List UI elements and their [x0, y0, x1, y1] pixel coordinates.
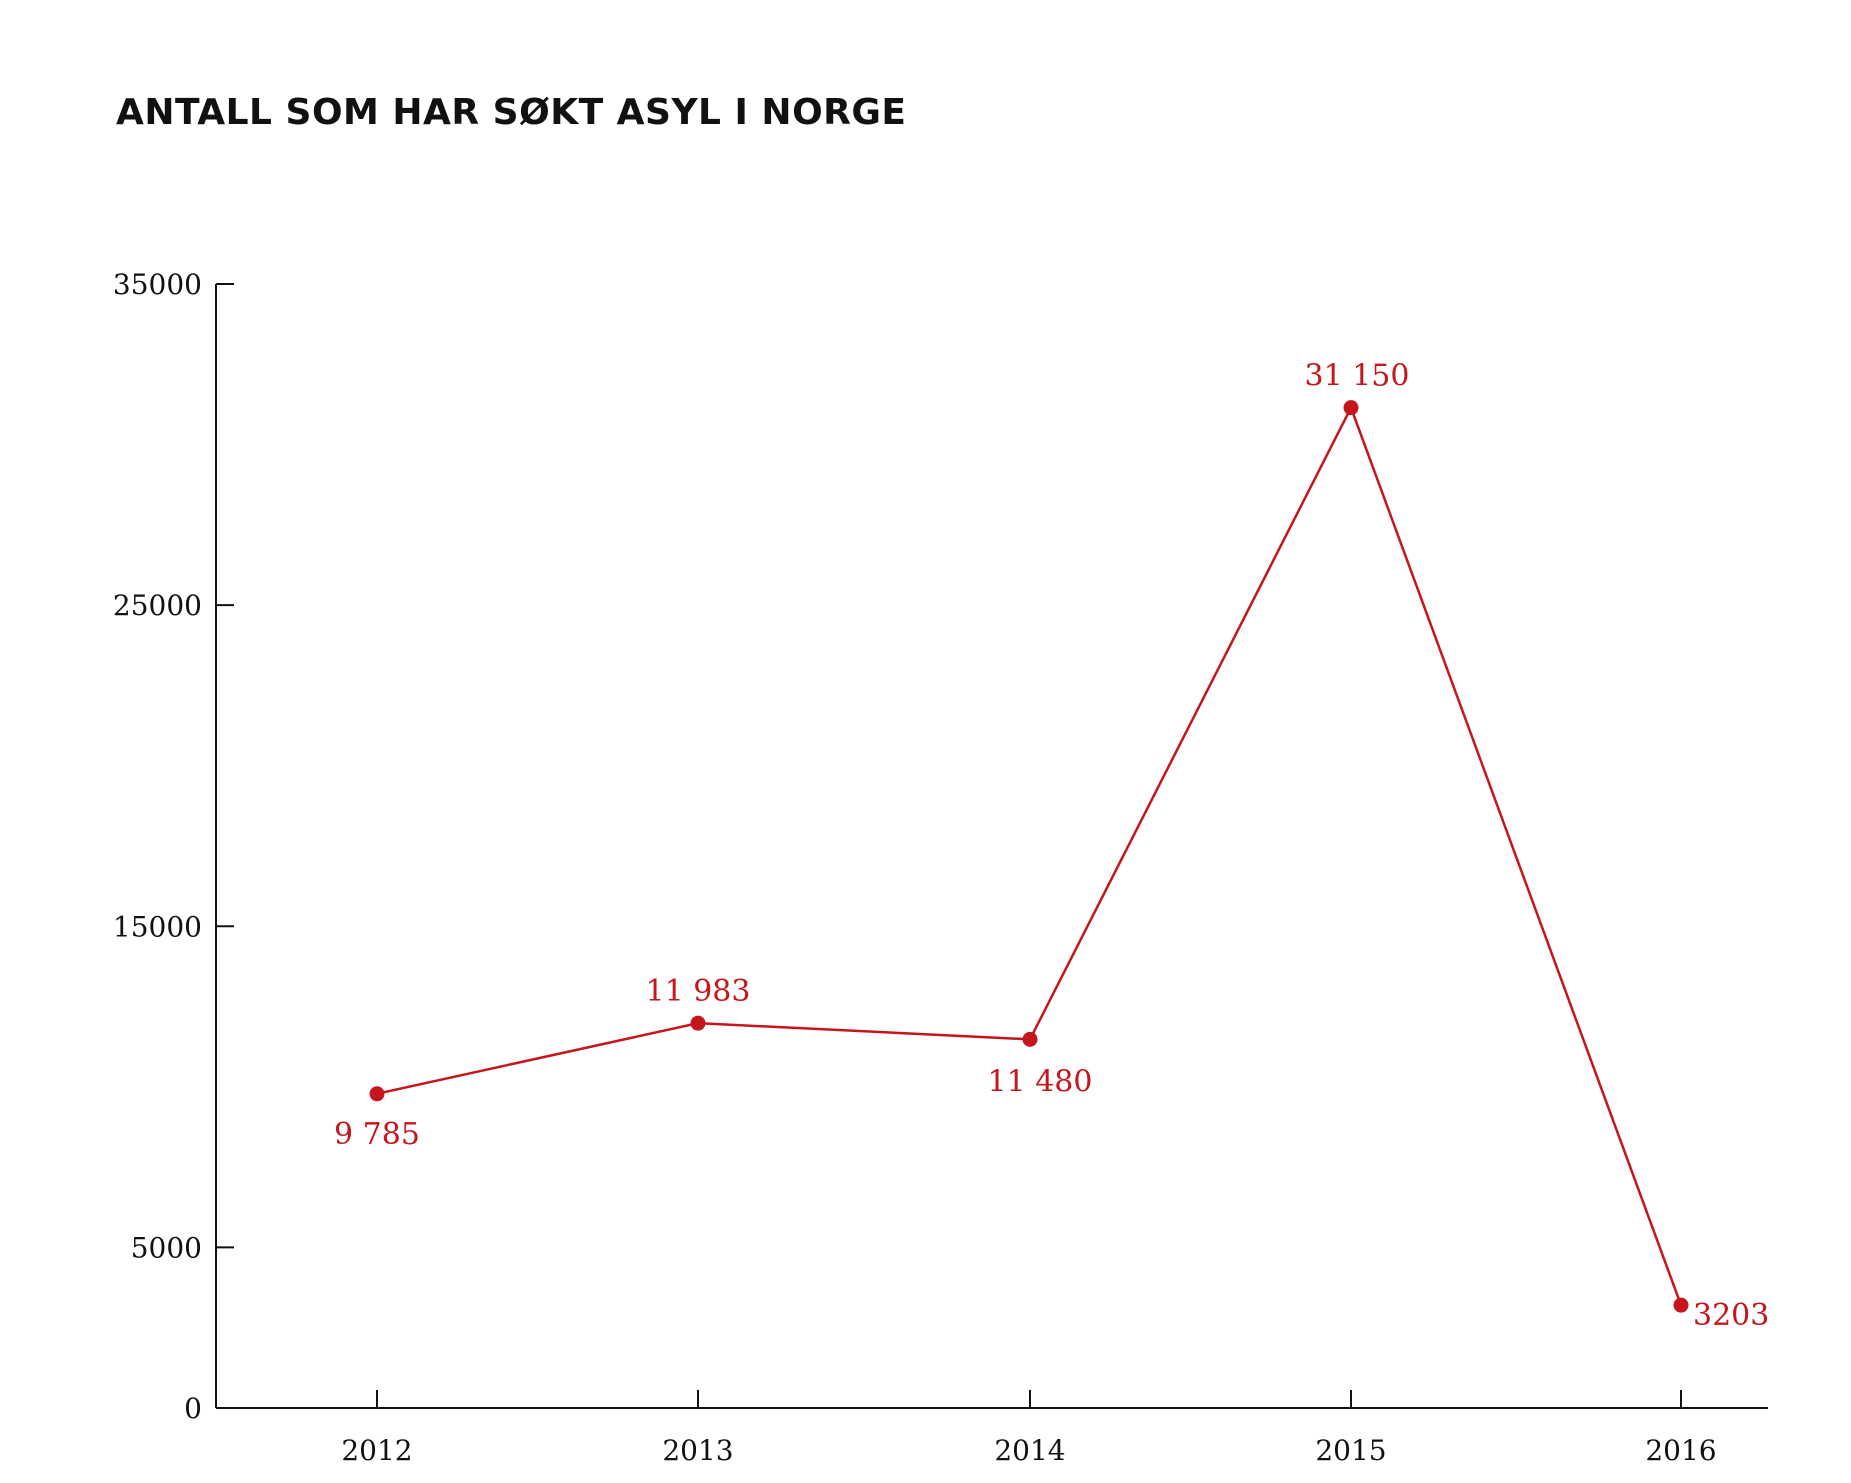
data-points [369, 400, 1689, 1313]
x-tick-label: 2014 [994, 1434, 1065, 1467]
data-point [1343, 400, 1359, 416]
series-line [376, 404, 1683, 1306]
y-tick-label: 35000 [113, 268, 202, 301]
data-label: 31 150 [1305, 359, 1410, 394]
x-tick-label: 2015 [1315, 1434, 1386, 1467]
data-label: 11 983 [646, 974, 751, 1009]
data-label: 11 480 [988, 1064, 1093, 1099]
data-labels: 9 785 11 983 11 480 31 150 3203 [334, 359, 1769, 1333]
data-point [369, 1086, 385, 1102]
x-tick-label: 2013 [662, 1434, 733, 1467]
data-point [690, 1015, 706, 1031]
x-tick-label: 2016 [1645, 1434, 1716, 1467]
y-tick-label: 25000 [113, 589, 202, 622]
y-tick-label: 0 [184, 1392, 202, 1425]
x-axis-ticks: 2012 2013 2014 2015 2016 [341, 1390, 1717, 1467]
data-label: 9 785 [334, 1117, 420, 1152]
series-line-group [376, 404, 1683, 1306]
data-point [1022, 1031, 1038, 1047]
data-label: 3203 [1693, 1298, 1769, 1333]
y-axis-ticks: 0 5000 15000 25000 35000 [113, 268, 234, 1425]
axes [215, 284, 1768, 1409]
chart-title: ANTALL SOM HAR SØKT ASYL I NORGE [116, 92, 907, 133]
y-tick-label: 15000 [113, 910, 202, 943]
x-tick-label: 2012 [341, 1434, 412, 1467]
y-tick-label: 5000 [131, 1231, 202, 1264]
data-point [1673, 1297, 1689, 1313]
